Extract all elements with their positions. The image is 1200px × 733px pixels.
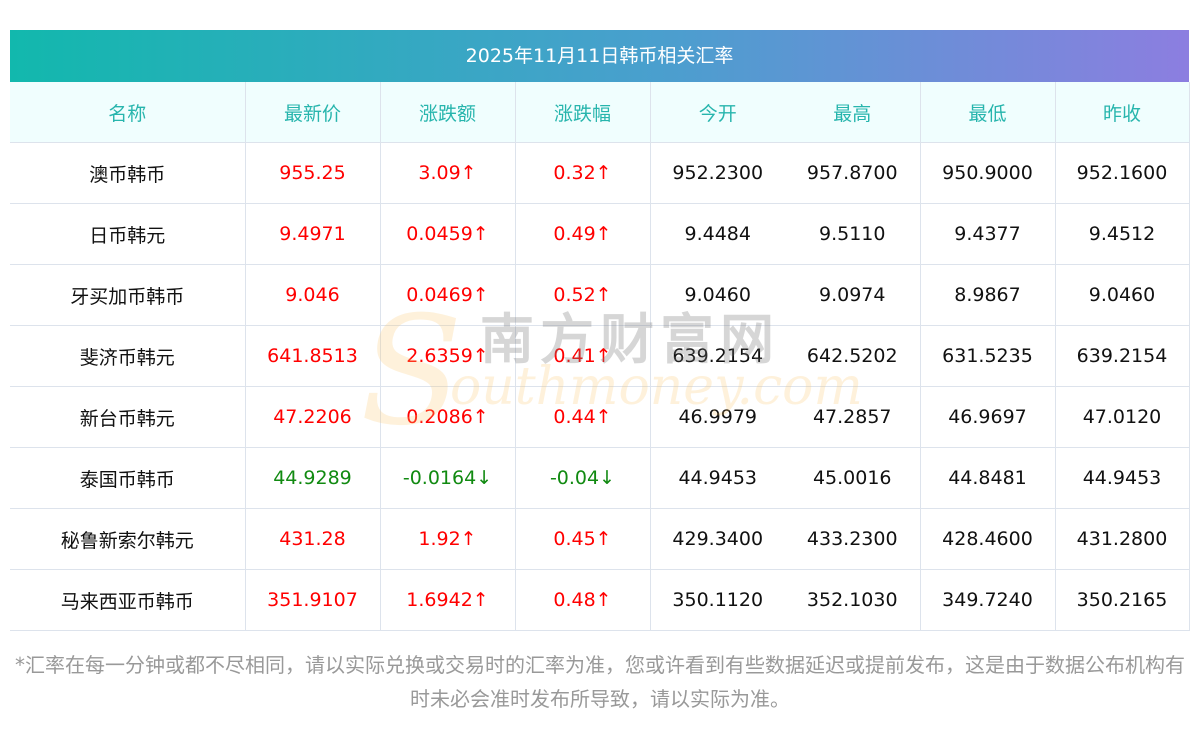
column-header: 涨跌额 <box>380 82 516 143</box>
cell-prev: 47.0120 <box>1055 386 1190 448</box>
cell-low: 428.4600 <box>920 508 1056 570</box>
cell-low: 950.9000 <box>920 142 1056 204</box>
cell-price: 351.9107 <box>245 569 381 631</box>
cell-price: 955.25 <box>245 142 381 204</box>
cell-high: 45.0016 <box>785 447 921 509</box>
cell-pct: -0.04↓ <box>515 447 651 509</box>
rate-table-panel: 2025年11月11日韩币相关汇率 名称 最新价 涨跌额 涨跌幅 今开 最高 最低 昨收 澳币… <box>10 30 1190 631</box>
cell-name: 秘鲁新索尔韩元 <box>10 508 246 570</box>
cell-prev: 350.2165 <box>1055 569 1190 631</box>
cell-price: 641.8513 <box>245 325 381 387</box>
rate-table: 名称 最新价 涨跌额 涨跌幅 今开 最高 最低 昨收 澳币韩币 955.25 3.09↑ 0.32↑… <box>10 82 1190 631</box>
cell-pct: 0.49↑ <box>515 203 651 265</box>
cell-price: 44.9289 <box>245 447 381 509</box>
cell-open: 429.3400 <box>650 508 785 570</box>
cell-high: 433.2300 <box>785 508 921 570</box>
cell-open: 350.1120 <box>650 569 785 631</box>
cell-open: 44.9453 <box>650 447 785 509</box>
disclaimer-note: *汇率在每一分钟或都不尽相同，请以实际兑换或交易时的汇率为准，您或许看到有些数据… <box>15 653 1185 711</box>
cell-pct: 0.48↑ <box>515 569 651 631</box>
column-header: 今开 <box>650 82 785 143</box>
cell-prev: 431.2800 <box>1055 508 1190 570</box>
cell-name: 日币韩元 <box>10 203 246 265</box>
cell-open: 9.0460 <box>650 264 785 326</box>
column-header: 名称 <box>10 82 246 143</box>
cell-low: 46.9697 <box>920 386 1056 448</box>
cell-name: 澳币韩币 <box>10 142 246 204</box>
cell-open: 9.4484 <box>650 203 785 265</box>
cell-name: 牙买加币韩币 <box>10 264 246 326</box>
cell-high: 352.1030 <box>785 569 921 631</box>
cell-open: 639.2154 <box>650 325 785 387</box>
cell-chg: 0.0459↑ <box>380 203 516 265</box>
cell-chg: 1.6942↑ <box>380 569 516 631</box>
cell-open: 952.2300 <box>650 142 785 204</box>
column-header: 最高 <box>785 82 921 143</box>
cell-low: 9.4377 <box>920 203 1056 265</box>
cell-price: 47.2206 <box>245 386 381 448</box>
cell-low: 349.7240 <box>920 569 1056 631</box>
cell-pct: 0.41↑ <box>515 325 651 387</box>
cell-low: 8.9867 <box>920 264 1056 326</box>
table-row: 秘鲁新索尔韩元 431.28 1.92↑ 0.45↑ 429.3400 433.2300 4… <box>10 508 1190 570</box>
cell-high: 47.2857 <box>785 386 921 448</box>
cell-prev: 9.4512 <box>1055 203 1190 265</box>
cell-chg: -0.0164↓ <box>380 447 516 509</box>
cell-name: 新台币韩元 <box>10 386 246 448</box>
cell-price: 9.4971 <box>245 203 381 265</box>
table-row: 新台币韩元 47.2206 0.2086↑ 0.44↑ 46.9979 47.2857 46… <box>10 386 1190 448</box>
cell-chg: 0.0469↑ <box>380 264 516 326</box>
cell-name: 马来西亚币韩币 <box>10 569 246 631</box>
cell-prev: 952.1600 <box>1055 142 1190 204</box>
header-row: 名称 最新价 涨跌额 涨跌幅 今开 最高 最低 昨收 <box>10 82 1190 143</box>
cell-pct: 0.45↑ <box>515 508 651 570</box>
cell-pct: 0.44↑ <box>515 386 651 448</box>
cell-high: 9.0974 <box>785 264 921 326</box>
cell-price: 9.046 <box>245 264 381 326</box>
cell-pct: 0.32↑ <box>515 142 651 204</box>
cell-high: 642.5202 <box>785 325 921 387</box>
table-row: 泰国币韩币 44.9289 -0.0164↓ -0.04↓ 44.9453 45.0016… <box>10 447 1190 509</box>
column-header: 涨跌幅 <box>515 82 651 143</box>
cell-price: 431.28 <box>245 508 381 570</box>
cell-prev: 44.9453 <box>1055 447 1190 509</box>
table-row: 马来西亚币韩币 351.9107 1.6942↑ 0.48↑ 350.1120 352.1… <box>10 569 1190 631</box>
cell-name: 斐济币韩元 <box>10 325 246 387</box>
table-row: 斐济币韩元 641.8513 2.6359↑ 0.41↑ 639.2154 642.520… <box>10 325 1190 387</box>
table-row: 牙买加币韩币 9.046 0.0469↑ 0.52↑ 9.0460 9.0974 8.986… <box>10 264 1190 326</box>
cell-chg: 3.09↑ <box>380 142 516 204</box>
cell-chg: 0.2086↑ <box>380 386 516 448</box>
cell-chg: 1.92↑ <box>380 508 516 570</box>
cell-low: 631.5235 <box>920 325 1056 387</box>
column-header: 最新价 <box>245 82 381 143</box>
column-header: 昨收 <box>1055 82 1190 143</box>
table-title: 2025年11月11日韩币相关汇率 <box>10 30 1189 82</box>
cell-chg: 2.6359↑ <box>380 325 516 387</box>
cell-prev: 639.2154 <box>1055 325 1190 387</box>
cell-name: 泰国币韩币 <box>10 447 246 509</box>
cell-high: 9.5110 <box>785 203 921 265</box>
cell-high: 957.8700 <box>785 142 921 204</box>
cell-open: 46.9979 <box>650 386 785 448</box>
column-header: 最低 <box>920 82 1056 143</box>
table-row: 澳币韩币 955.25 3.09↑ 0.32↑ 952.2300 957.8700 950.… <box>10 142 1190 204</box>
cell-pct: 0.52↑ <box>515 264 651 326</box>
cell-low: 44.8481 <box>920 447 1056 509</box>
table-row: 日币韩元 9.4971 0.0459↑ 0.49↑ 9.4484 9.5110 9.4377… <box>10 203 1190 265</box>
cell-prev: 9.0460 <box>1055 264 1190 326</box>
